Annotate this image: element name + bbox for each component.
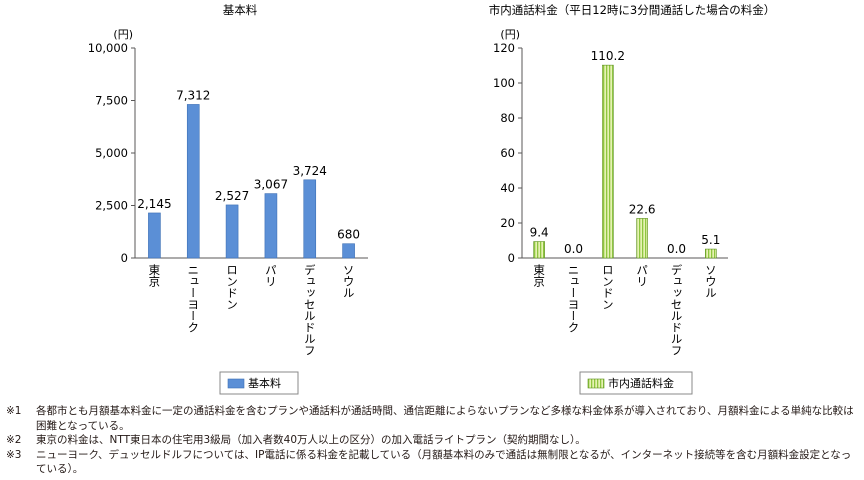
footnote-1: ※1 各都市とも月額基本料金に一定の通話料金を含むプランや通話料が通話時間、通信… <box>6 404 858 433</box>
data-label: 9.4 <box>530 226 549 240</box>
charts-area: 基本料 (円) 0 2,500 5,000 7,500 10,000 2,145 東京 7,312… <box>88 3 775 395</box>
bar <box>342 243 355 259</box>
y-tick-label: 60 <box>500 146 515 160</box>
footnote-text: ニューヨーク、デュッセルドルフについては、IP電話に係る料金を記載している（月額… <box>36 448 852 476</box>
bar <box>186 104 200 259</box>
x-tick-label: 東京 <box>532 264 546 288</box>
data-label: 2,145 <box>137 197 171 211</box>
bar <box>148 212 161 259</box>
x-tick-label: ニューヨーク <box>186 264 200 333</box>
footnote-mark: ※2 <box>6 434 22 446</box>
x-tick-label: パリ <box>264 264 278 287</box>
x-tick-label: ロンドン <box>601 264 615 310</box>
data-label: 110.2 <box>591 49 625 63</box>
x-tick-label: 東京 <box>147 264 161 288</box>
unit-label: (円) <box>113 28 133 41</box>
chart-title: 市内通話料金（平日12時に3分間通話した場合の料金） <box>489 3 775 17</box>
y-tick-label: 20 <box>500 216 515 230</box>
data-label: 22.6 <box>629 202 656 216</box>
unit-label: (円) <box>500 28 520 41</box>
x-tick-label: デュッセルドルフ <box>303 263 317 356</box>
bar <box>533 241 545 259</box>
footnote-text: 東京の料金は、NTT東日本の住宅用3級局（加入者数40万人以上の区分）の加入電話… <box>36 434 586 446</box>
chart-title: 基本料 <box>223 3 258 17</box>
y-tick-label: 0 <box>508 251 515 265</box>
bar <box>264 193 278 259</box>
x-tick-label: デュッセルドルフ <box>670 263 684 356</box>
data-label: 2,527 <box>215 189 249 203</box>
data-label: 3,724 <box>293 164 327 178</box>
x-tick-label: ソウル <box>342 264 356 299</box>
y-tick-label: 2,500 <box>95 199 128 213</box>
chart-1: 基本料 (円) 0 2,500 5,000 7,500 10,000 2,145 東京 7,312… <box>88 3 368 395</box>
data-label: 0.0 <box>667 242 686 256</box>
legend-label: 基本料 <box>248 376 281 390</box>
chart-2: 市内通話料金（平日12時に3分間通話した場合の料金） (円) 0 20 40 60 80 10… <box>489 3 775 395</box>
y-tick-label: 0 <box>121 251 128 265</box>
legend-box <box>579 371 693 395</box>
y-tick-label: 10,000 <box>88 41 128 55</box>
footnote-text: 各都市とも月額基本料金に一定の通話料金を含むプランや通話料が通話時間、通信距離に… <box>36 405 854 432</box>
footnote-3: ※3 ニューヨーク、デュッセルドルフについては、IP電話に係る料金を記載している… <box>6 448 858 477</box>
footnote-2: ※2 東京の料金は、NTT東日本の住宅用3級局（加入者数40万人以上の区分）の加… <box>6 433 858 448</box>
bar <box>705 248 717 259</box>
data-label: 7,312 <box>176 88 210 102</box>
footnotes: ※1 各都市とも月額基本料金に一定の通話料金を含むプランや通話料が通話時間、通信… <box>6 404 858 477</box>
legend-swatch <box>587 378 605 389</box>
legend-swatch <box>227 378 245 389</box>
footnote-mark: ※3 <box>6 448 22 461</box>
x-tick-label: ソウル <box>704 264 718 299</box>
bar <box>225 204 239 259</box>
bar <box>303 179 317 259</box>
y-tick-label: 100 <box>493 76 515 90</box>
y-tick-label: 40 <box>500 181 515 195</box>
y-tick-label: 120 <box>493 41 515 55</box>
bar <box>602 64 614 259</box>
x-tick-label: ニューヨーク <box>567 264 581 333</box>
data-label: 5.1 <box>701 233 720 247</box>
x-tick-label: パリ <box>635 264 649 287</box>
bar <box>636 218 648 259</box>
data-label: 3,067 <box>254 178 288 192</box>
data-label: 680 <box>337 228 360 242</box>
legend-label: 市内通話料金 <box>608 376 674 390</box>
data-label: 0.0 <box>564 242 583 256</box>
y-tick-label: 7,500 <box>95 94 128 108</box>
footnote-mark: ※1 <box>6 405 22 417</box>
x-tick-label: ロンドン <box>225 264 239 310</box>
y-tick-label: 80 <box>500 111 515 125</box>
legend-box <box>219 371 299 395</box>
y-tick-label: 5,000 <box>95 146 128 160</box>
